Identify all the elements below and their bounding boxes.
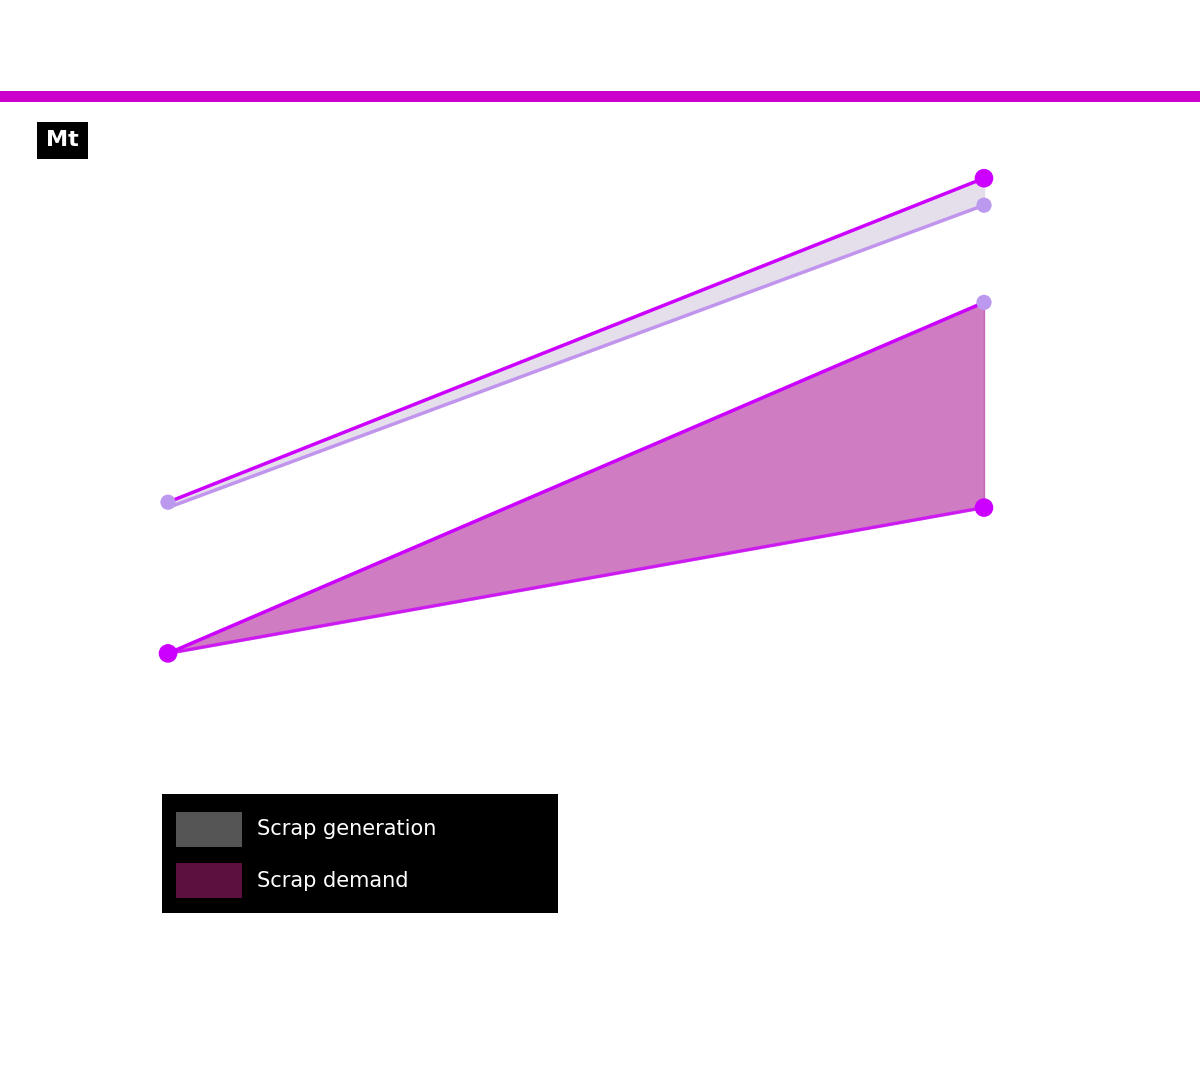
Text: Mt: Mt: [46, 131, 79, 150]
Text: Scrap generation: Scrap generation: [257, 820, 436, 839]
Point: [974, 294, 994, 311]
Point: [158, 645, 178, 662]
FancyBboxPatch shape: [0, 91, 1200, 102]
Point: [974, 170, 994, 187]
Point: [158, 494, 178, 511]
Point: [974, 197, 994, 214]
Text: Scrap demand: Scrap demand: [257, 870, 408, 891]
FancyBboxPatch shape: [176, 812, 242, 847]
Point: [974, 499, 994, 516]
FancyBboxPatch shape: [162, 794, 558, 913]
FancyBboxPatch shape: [176, 863, 242, 899]
